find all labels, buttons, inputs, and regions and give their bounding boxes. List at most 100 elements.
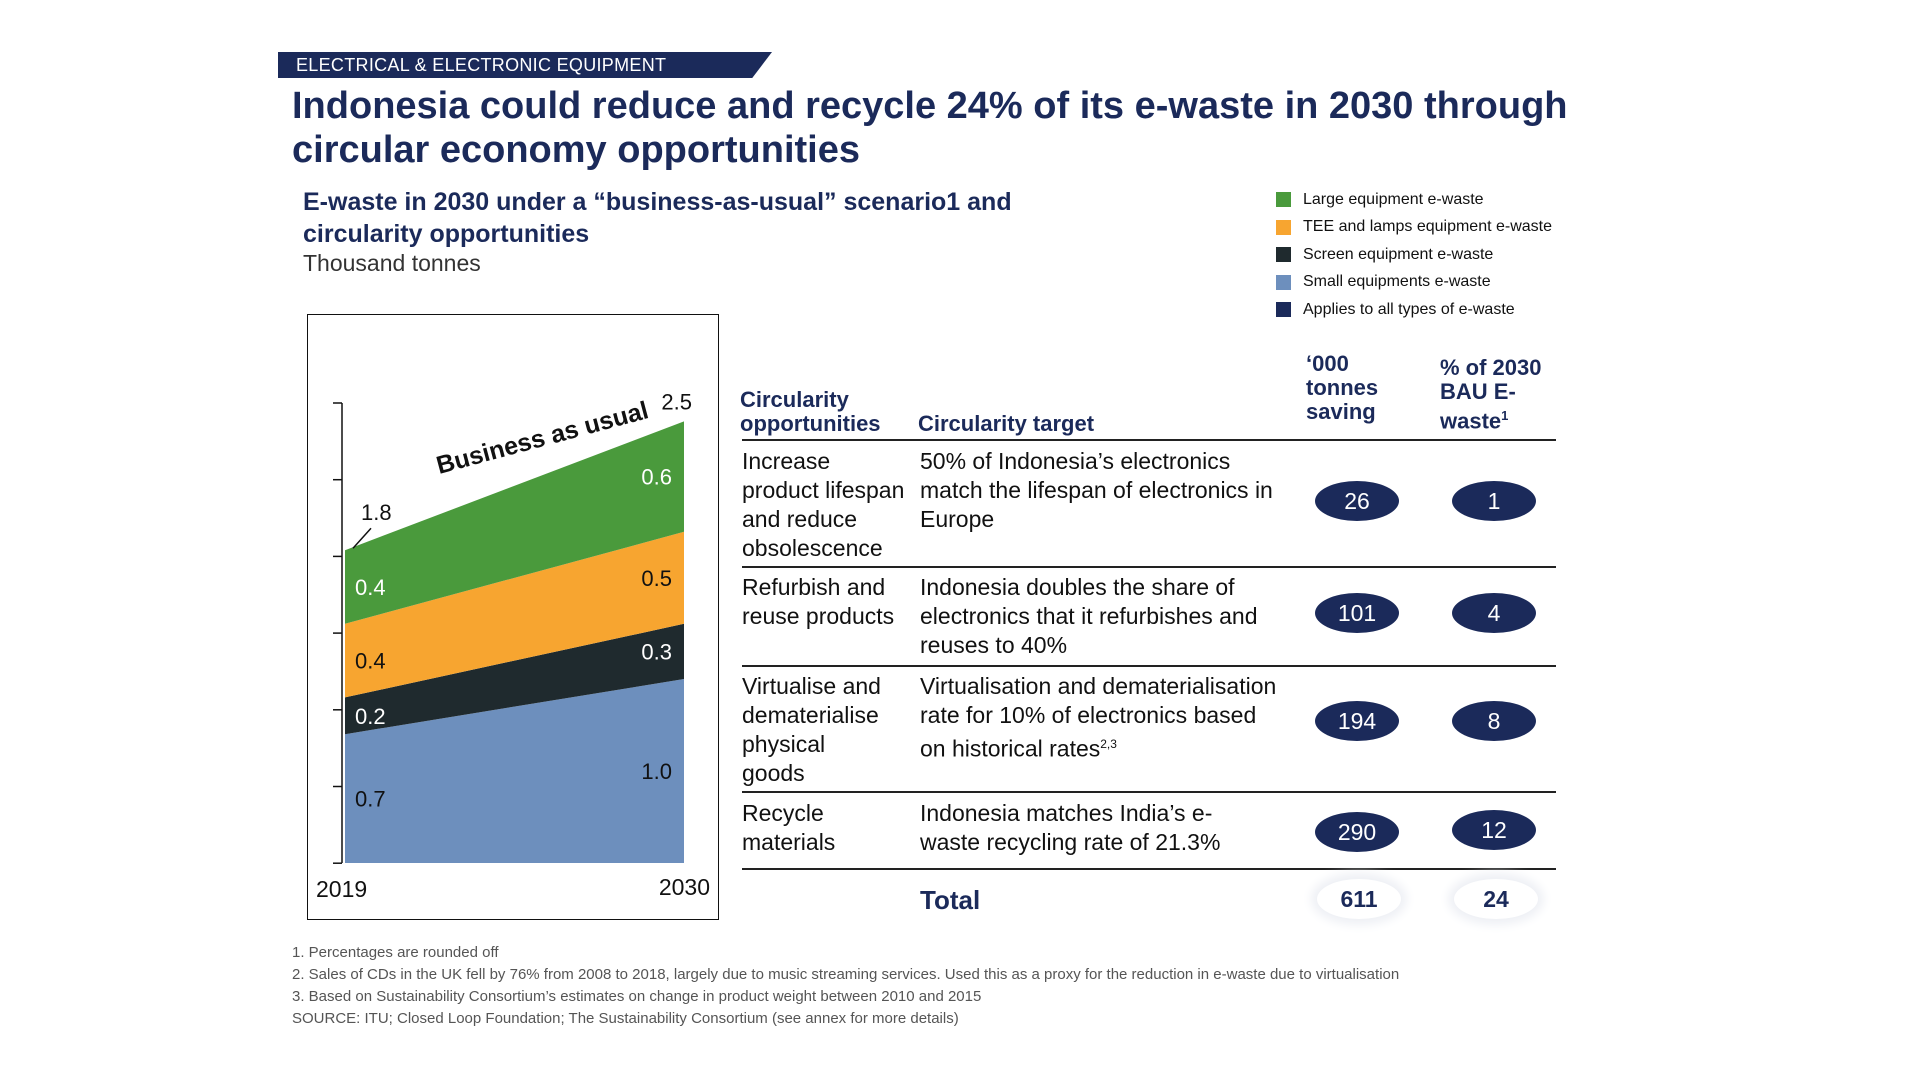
data-label-2030: 0.6 xyxy=(641,465,672,490)
data-label-2019: 0.4 xyxy=(355,575,386,600)
row-1-target-line: match the lifespan of electronics in xyxy=(920,477,1273,503)
total-label-2019: 1.8 xyxy=(361,500,392,525)
row-2-opportunity-line: Refurbish and xyxy=(742,574,886,600)
legend-label: Screen equipment e-waste xyxy=(1303,245,1494,263)
chart-title-line-1: E-waste in 2030 under a “business-as-usu… xyxy=(303,188,1012,216)
total-tonnes-badge: 611 xyxy=(1317,879,1401,919)
row-1-opportunity-line: product lifespan xyxy=(742,477,905,503)
row-4-tonnes-badge: 290 xyxy=(1315,812,1399,852)
row-3-opportunity: Virtualise and dematerialise physical go… xyxy=(742,672,881,788)
section-banner: ELECTRICAL & ELECTRONIC EQUIPMENT xyxy=(278,52,772,78)
row-3-opportunity-line: Virtualise and xyxy=(742,673,881,699)
header-target: Circularity target xyxy=(918,411,1095,436)
row-4-opportunity: Recycle materials xyxy=(742,799,835,857)
row-2-opportunity-line: reuse products xyxy=(742,603,895,629)
row-2-target-line: electronics that it refurbishes and xyxy=(920,603,1258,629)
row-2-tonnes-badge: 101 xyxy=(1315,593,1399,633)
page-title: Indonesia could reduce and recycle 24% o… xyxy=(292,84,1592,172)
row-3-opportunity-line: dematerialise xyxy=(742,702,879,728)
row-3-target: Virtualisation and dematerialisation rat… xyxy=(920,672,1276,764)
legend-label: TEE and lamps equipment e-waste xyxy=(1303,218,1553,236)
header-pct-line-2: BAU E- xyxy=(1440,379,1516,404)
table-divider xyxy=(742,665,1556,667)
total-leader-line xyxy=(352,527,372,549)
data-label-2019: 0.4 xyxy=(355,649,386,674)
row-1-target: 50% of Indonesia’s electronics match the… xyxy=(920,447,1273,534)
table-divider xyxy=(742,868,1556,870)
row-3-target-line: on historical rates2,3 xyxy=(920,730,1276,764)
row-2-target-line: reuses to 40% xyxy=(920,632,1068,658)
row-3-footnote-ref: 2,3 xyxy=(1100,737,1117,751)
row-3-target-line-text: on historical rates xyxy=(920,735,1101,762)
data-label-2030: 1.0 xyxy=(641,759,672,784)
row-3-opportunity-line: physical xyxy=(742,731,826,757)
total-pct-badge: 24 xyxy=(1454,879,1538,919)
header-tonnes-line-2: tonnes xyxy=(1306,375,1379,400)
header-opportunities-line-1: Circularity xyxy=(740,387,849,412)
page-title-line-2: circular economy opportunities xyxy=(292,129,860,171)
legend-swatch xyxy=(1276,274,1291,290)
row-3-pct-badge: 8 xyxy=(1452,701,1536,741)
x-tick-label-2030: 2030 xyxy=(659,874,710,900)
page-title-line-1: Indonesia could reduce and recycle 24% o… xyxy=(292,85,1568,127)
row-4-opportunity-line: materials xyxy=(742,829,836,855)
row-1-opportunity-line: and reduce xyxy=(742,506,858,532)
table-divider xyxy=(742,566,1556,568)
header-tonnes-saving: ‘000 tonnes saving xyxy=(1306,352,1378,424)
header-pct-line-3: waste1 xyxy=(1440,404,1542,433)
row-4-target-line: waste recycling rate of 21.3% xyxy=(920,829,1221,855)
row-1-opportunity-line: Increase xyxy=(742,448,831,474)
data-label-2019: 0.7 xyxy=(355,787,386,812)
table-divider xyxy=(742,791,1556,793)
chart-frame: 0.7 1.0 0.2 0.3 0.4 0.5 0.4 0.6 1.8 2.5 Business a… xyxy=(307,314,719,920)
legend-label: Applies to all types of e-waste xyxy=(1303,300,1515,318)
chart-unit-label: Thousand tonnes xyxy=(303,250,481,276)
header-tonnes-line-3: saving xyxy=(1306,399,1376,424)
area-layer-1 xyxy=(345,679,684,863)
area-layer-4 xyxy=(345,421,684,624)
header-pct-bau: % of 2030 BAU E- waste1 xyxy=(1440,356,1542,433)
chart-title: E-waste in 2030 under a “business-as-usu… xyxy=(303,186,1023,250)
table-divider xyxy=(742,439,1556,441)
row-1-opportunity: Increase product lifespan and reduce obs… xyxy=(742,447,904,563)
legend-item-tee: TEE and lamps equipment e-waste xyxy=(1276,214,1552,242)
row-4-target-line: Indonesia matches India’s e- xyxy=(920,800,1213,826)
legend-swatch xyxy=(1276,219,1291,235)
source-note: SOURCE: ITU; Closed Loop Foundation; The… xyxy=(292,1010,959,1027)
total-label: Total xyxy=(920,885,981,915)
legend: Large equipment e-waste TEE and lamps eq… xyxy=(1276,186,1552,324)
legend-swatch xyxy=(1276,302,1291,318)
legend-item-screen: Screen equipment e-waste xyxy=(1276,241,1552,269)
total-label-2030: 2.5 xyxy=(661,389,692,414)
header-pct-line-1: % of 2030 xyxy=(1440,355,1542,380)
data-label-2030: 0.3 xyxy=(641,639,672,664)
legend-label: Large equipment e-waste xyxy=(1303,190,1484,208)
row-2-target: Indonesia doubles the share of electroni… xyxy=(920,573,1258,660)
area-layer-2 xyxy=(345,623,684,735)
legend-label: Small equipments e-waste xyxy=(1303,273,1491,291)
row-3-target-line: rate for 10% of electronics based xyxy=(920,702,1257,728)
legend-item-large: Large equipment e-waste xyxy=(1276,186,1552,214)
row-2-target-line: Indonesia doubles the share of xyxy=(920,574,1235,600)
header-opportunities-line-2: opportunities xyxy=(740,411,881,436)
row-2-pct-badge: 4 xyxy=(1452,593,1536,633)
legend-swatch xyxy=(1276,247,1291,263)
chart-title-line-2: circularity opportunities xyxy=(303,220,590,248)
row-1-target-line: 50% of Indonesia’s electronics xyxy=(920,448,1231,474)
row-4-pct-badge: 12 xyxy=(1452,810,1536,850)
row-3-target-line: Virtualisation and dematerialisation xyxy=(920,673,1277,699)
header-pct-footnote-ref: 1 xyxy=(1501,408,1509,423)
row-1-target-line: Europe xyxy=(920,506,995,532)
footnote-2: 2. Sales of CDs in the UK fell by 76% fr… xyxy=(292,966,1400,983)
row-1-opportunity-line: obsolescence xyxy=(742,535,883,561)
data-label-2019: 0.2 xyxy=(355,704,386,729)
footnote-1: 1. Percentages are rounded off xyxy=(292,944,499,961)
header-tonnes-line-1: ‘000 xyxy=(1306,351,1349,376)
row-1-pct-badge: 1 xyxy=(1452,481,1536,521)
row-4-opportunity-line: Recycle xyxy=(742,800,824,826)
header-opportunities: Circularity opportunities xyxy=(740,388,881,436)
legend-item-small: Small equipments e-waste xyxy=(1276,269,1552,297)
footnote-3: 3. Based on Sustainability Consortium’s … xyxy=(292,988,982,1005)
row-4-target: Indonesia matches India’s e- waste recyc… xyxy=(920,799,1220,857)
